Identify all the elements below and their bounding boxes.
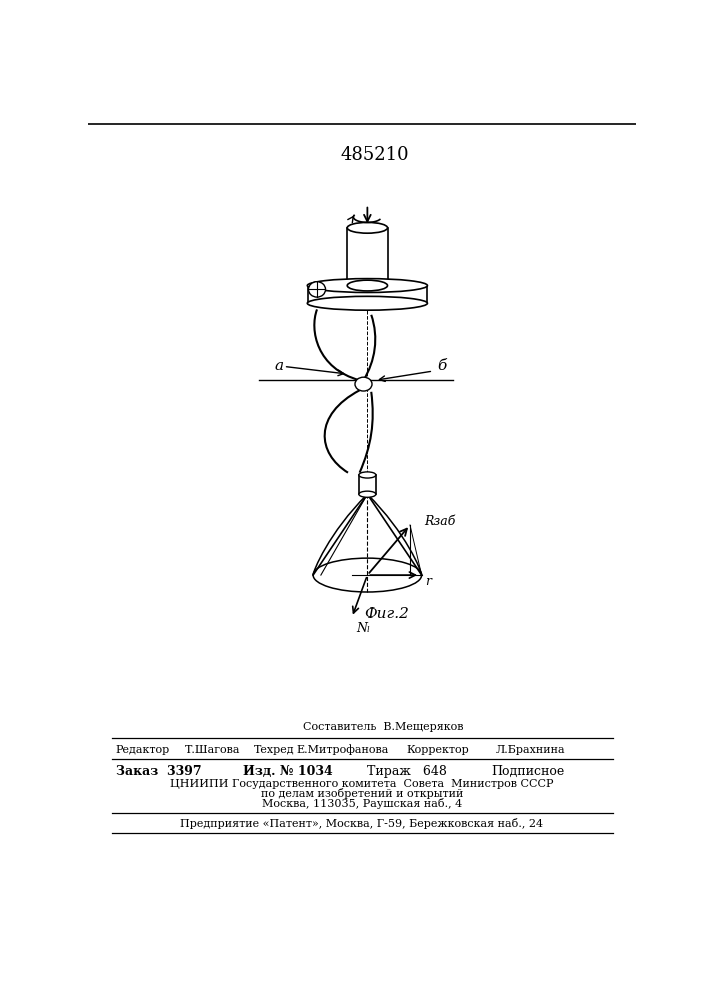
Polygon shape — [359, 475, 376, 494]
Text: Фиг.2: Фиг.2 — [364, 607, 409, 621]
Text: Техред: Техред — [253, 745, 294, 755]
Text: Nₗ: Nₗ — [356, 622, 370, 635]
Text: Предприятие «Патент», Москва, Г-59, Бережковская наб., 24: Предприятие «Патент», Москва, Г-59, Бере… — [180, 818, 544, 829]
Text: Корректор: Корректор — [406, 745, 469, 755]
Ellipse shape — [347, 222, 387, 233]
Ellipse shape — [308, 282, 325, 297]
Ellipse shape — [308, 296, 428, 310]
Ellipse shape — [359, 472, 376, 478]
Text: Изд. № 1034: Изд. № 1034 — [243, 765, 333, 778]
Text: a: a — [274, 359, 284, 373]
Ellipse shape — [308, 279, 428, 292]
Text: Rзаб: Rзаб — [424, 515, 455, 528]
Text: Москва, 113035, Раушская наб., 4: Москва, 113035, Раушская наб., 4 — [262, 798, 462, 809]
Text: Заказ  3397: Заказ 3397 — [115, 765, 201, 778]
Ellipse shape — [347, 280, 387, 291]
Text: б: б — [437, 359, 446, 373]
Ellipse shape — [355, 377, 372, 391]
Text: Составитель  В.Мещеряков: Составитель В.Мещеряков — [303, 722, 463, 732]
Text: Т.Шагова: Т.Шагова — [185, 745, 241, 755]
Ellipse shape — [359, 491, 376, 497]
Text: r: r — [425, 575, 431, 588]
Text: ЦНИИПИ Государственного комитета  Совета  Министров СССР: ЦНИИПИ Государственного комитета Совета … — [170, 779, 554, 789]
Ellipse shape — [313, 558, 421, 592]
Text: 485210: 485210 — [341, 146, 409, 164]
Text: Редактор: Редактор — [115, 745, 170, 755]
Polygon shape — [308, 286, 427, 303]
Text: Л.Брахнина: Л.Брахнина — [495, 745, 565, 755]
Text: Е.Митрофанова: Е.Митрофанова — [296, 744, 388, 755]
Text: Тираж   648: Тираж 648 — [368, 765, 448, 778]
Text: по делам изобретений и открытий: по делам изобретений и открытий — [261, 788, 463, 799]
Polygon shape — [347, 228, 387, 286]
Text: Подписное: Подписное — [491, 765, 565, 778]
